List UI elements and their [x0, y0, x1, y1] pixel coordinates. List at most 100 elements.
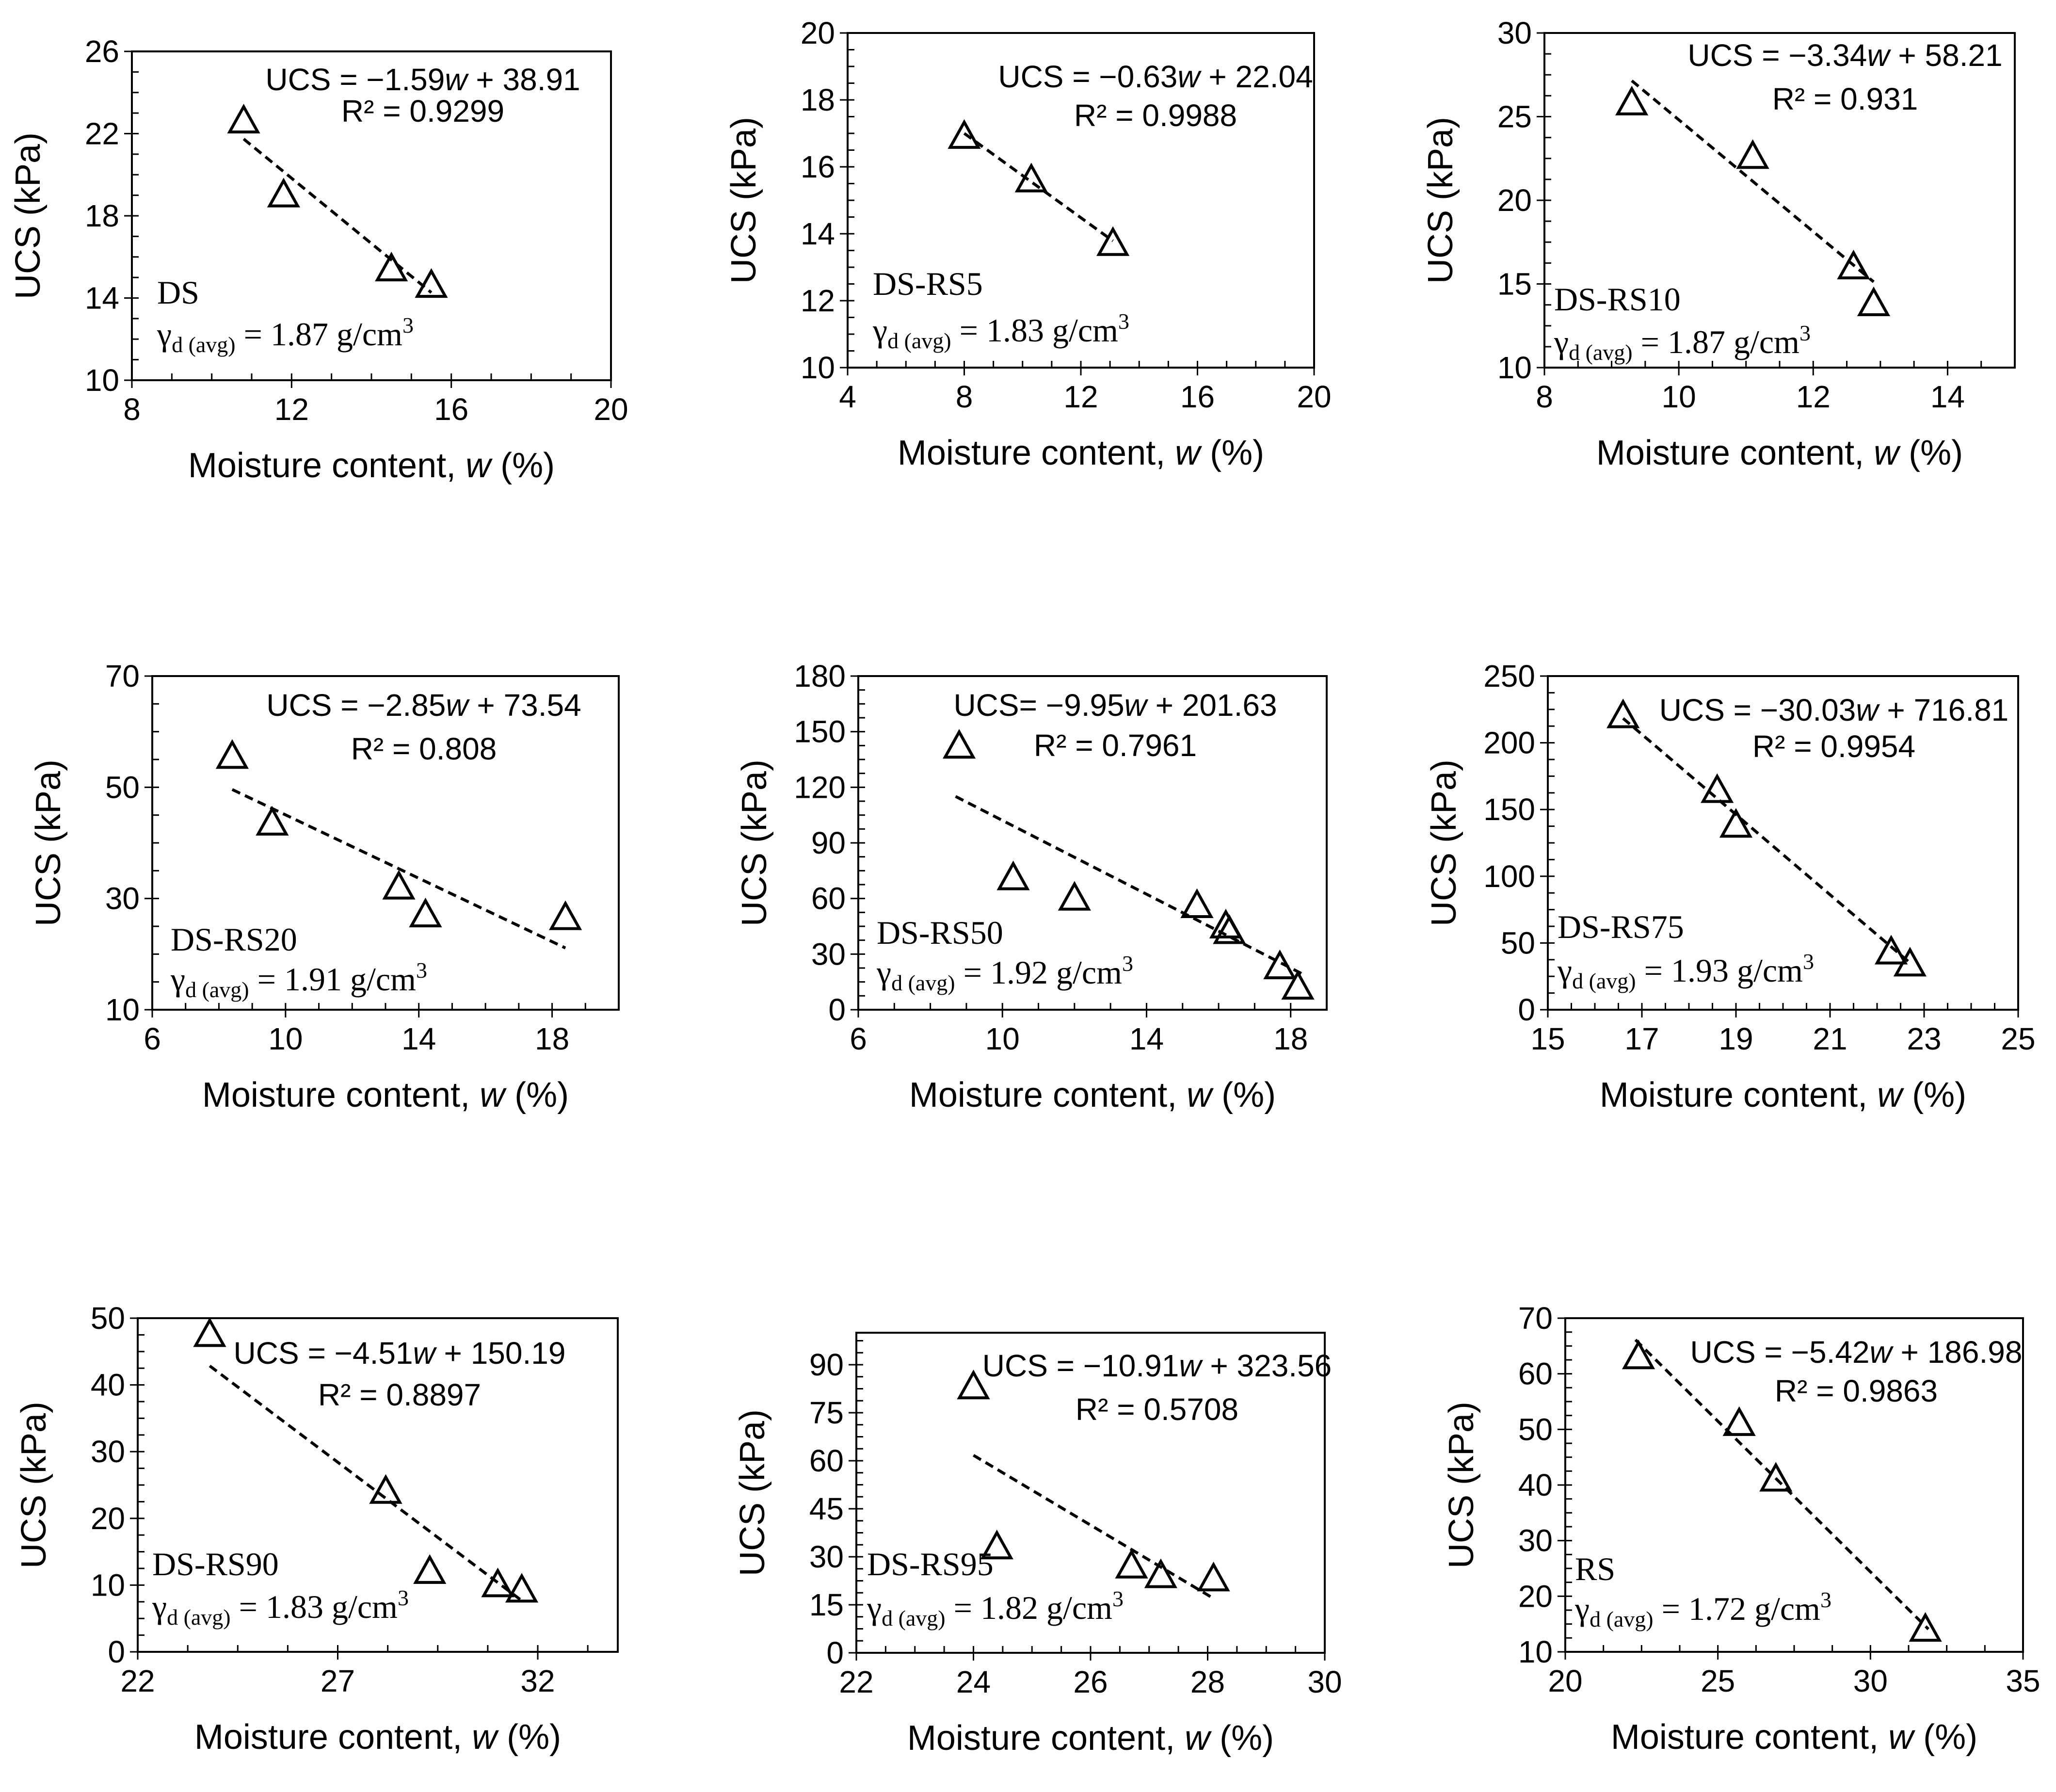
sample-label: DS-RS10	[1554, 281, 1681, 318]
x-tick-label: 35	[2006, 1663, 2040, 1698]
regression-equation: UCS= −9.95w + 201.63	[953, 688, 1277, 723]
data-point	[375, 252, 408, 282]
chart-panel-ds-rs90: 22 27 32 0 10 20 30 40 50 Moisture content, w (%)…	[15, 1301, 619, 1757]
chart-panel-ds-rs5: 4 8 12 16 20 10 12 14 16 18 20 Moisture content, w …	[724, 16, 1332, 472]
y-tick-label: 30	[1497, 16, 1532, 50]
y-tick-label: 180	[794, 659, 846, 694]
regression-equation: UCS = −4.51w + 150.19	[234, 1336, 566, 1371]
x-tick-label: 14	[1930, 379, 1965, 414]
y-tick-label: 30	[105, 881, 140, 916]
data-point	[1736, 139, 1769, 169]
sample-label: DS	[157, 274, 199, 311]
x-tick-label: 25	[1701, 1663, 1735, 1698]
y-tick-label: 100	[1483, 859, 1535, 894]
r-squared: R² = 0.9988	[1074, 98, 1237, 133]
x-axis-title: Moisture content, w (%)	[1611, 1718, 1977, 1757]
x-axis-title: Moisture content, w (%)	[188, 446, 555, 485]
y-tick-label: 20	[801, 16, 835, 50]
data-point	[1197, 1562, 1230, 1592]
data-point	[1213, 914, 1246, 944]
data-point	[1759, 1462, 1793, 1492]
y-axis-title: UCS (kPa)	[9, 132, 48, 299]
x-axis-title: Moisture content, w (%)	[1596, 434, 1963, 472]
r-squared: R² = 0.7961	[1034, 728, 1197, 763]
y-tick-label: 40	[1518, 1468, 1553, 1502]
r-squared: R² = 0.931	[1772, 81, 1918, 116]
x-tick-label: 32	[520, 1663, 555, 1698]
data-point	[227, 103, 260, 134]
x-tick-label: 8	[123, 392, 141, 427]
sample-label: DS-RS20	[171, 921, 297, 958]
r-squared: R² = 0.808	[351, 731, 497, 766]
dry-unit-weight: γd (avg) = 1.93 g/cm3	[1557, 949, 1814, 993]
trendline	[1631, 80, 1875, 283]
x-tick-label: 14	[402, 1021, 436, 1056]
data-point	[1837, 249, 1870, 279]
trendline	[231, 788, 566, 950]
data-point	[1722, 1406, 1756, 1436]
y-tick-label: 50	[1518, 1412, 1553, 1447]
dry-unit-weight: γd (avg) = 1.83 g/cm3	[872, 309, 1129, 353]
plot-frame	[151, 675, 620, 1011]
data-point	[957, 1370, 990, 1400]
x-axis-title: Moisture content, w (%)	[194, 1718, 561, 1757]
data-point	[369, 1474, 402, 1504]
y-axis-title: UCS (kPa)	[15, 1402, 53, 1568]
y-tick-label: 18	[85, 198, 119, 233]
y-tick-label: 15	[809, 1587, 844, 1622]
y-tick-label: 50	[1501, 925, 1535, 960]
data-point	[948, 119, 981, 149]
y-tick-label: 18	[801, 82, 835, 117]
y-tick-label: 70	[105, 659, 140, 694]
y-axis-title: UCS (kPa)	[724, 117, 763, 284]
data-point	[1719, 808, 1753, 838]
data-point	[1058, 881, 1091, 911]
y-tick-label: 0	[108, 1634, 125, 1669]
y-tick-label: 40	[91, 1368, 125, 1403]
data-point	[548, 900, 582, 930]
trendline	[1634, 1339, 1930, 1631]
x-tick-label: 22	[120, 1663, 155, 1698]
data-point	[1701, 773, 1734, 803]
data-point	[215, 739, 249, 769]
x-tick-label: 20	[1297, 379, 1331, 414]
trendline	[242, 138, 433, 294]
data-point	[1281, 969, 1315, 1000]
regression-equation: UCS = −0.63w + 22.04	[998, 59, 1313, 94]
y-tick-label: 200	[1483, 726, 1535, 760]
x-tick-label: 25	[2001, 1021, 2035, 1056]
y-tick-label: 120	[794, 770, 846, 805]
x-tick-label: 23	[1907, 1021, 1941, 1056]
y-tick-label: 150	[1483, 792, 1535, 827]
x-tick-label: 22	[839, 1664, 873, 1699]
data-point	[193, 1317, 226, 1347]
data-point	[1909, 1612, 1942, 1642]
y-tick-label: 10	[1497, 350, 1532, 385]
x-tick-label: 18	[535, 1021, 569, 1056]
x-tick-label: 8	[1536, 379, 1553, 414]
y-tick-label: 15	[1497, 267, 1532, 302]
r-squared: R² = 0.5708	[1076, 1392, 1238, 1427]
x-tick-label: 10	[985, 1021, 1020, 1056]
x-tick-label: 17	[1624, 1021, 1659, 1056]
y-tick-label: 45	[809, 1491, 844, 1526]
trendline	[209, 1364, 523, 1602]
data-point	[942, 729, 976, 759]
y-tick-label: 14	[85, 281, 119, 316]
y-tick-label: 150	[794, 714, 846, 749]
y-tick-label: 30	[809, 1539, 844, 1574]
y-tick-label: 50	[91, 1301, 125, 1336]
y-tick-label: 10	[1518, 1634, 1553, 1669]
trendline	[1622, 717, 1911, 964]
x-tick-label: 10	[1662, 379, 1696, 414]
data-point	[1115, 1549, 1148, 1579]
y-tick-label: 90	[811, 825, 846, 860]
sample-label: RS	[1575, 1550, 1615, 1587]
y-tick-label: 75	[809, 1395, 844, 1430]
data-point	[1857, 286, 1891, 316]
data-point	[1144, 1558, 1178, 1588]
x-tick-label: 4	[839, 379, 856, 414]
